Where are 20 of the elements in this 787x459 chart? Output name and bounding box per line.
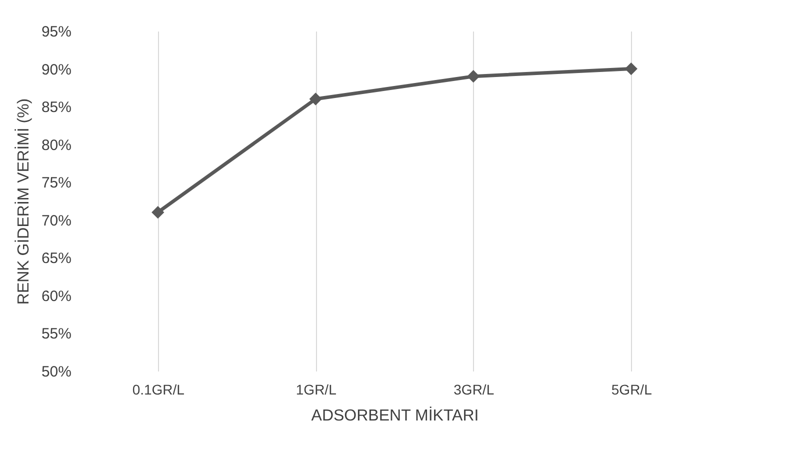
- point: [309, 92, 322, 106]
- y-tick-label: 85%: [41, 99, 72, 116]
- x-axis-title: ADSORBENT MİKTARI: [311, 406, 479, 424]
- y-tick-label: 75%: [41, 174, 72, 192]
- x-tick-label: 0.1GR/L: [132, 382, 185, 398]
- y-tick-label: 80%: [41, 136, 72, 154]
- y-tick-label: 70%: [41, 212, 72, 230]
- y-tick-label: 55%: [41, 326, 72, 343]
- x-tick-label: 3GR/L: [454, 382, 494, 398]
- y-tick-label: 50%: [41, 364, 72, 380]
- y-tick-label: 95%: [41, 24, 72, 40]
- x-tick-label: 5GR/L: [611, 382, 652, 398]
- point: [152, 206, 164, 219]
- y-axis-title: RENK GİDERİM VERİMİ (%): [14, 98, 32, 305]
- x-tick-label: 1GR/L: [296, 382, 337, 398]
- y-tick-label: 65%: [41, 250, 72, 268]
- point: [467, 70, 480, 83]
- y-tick-label: 90%: [41, 61, 72, 78]
- y-tick-label: 60%: [41, 288, 72, 305]
- point: [624, 62, 638, 76]
